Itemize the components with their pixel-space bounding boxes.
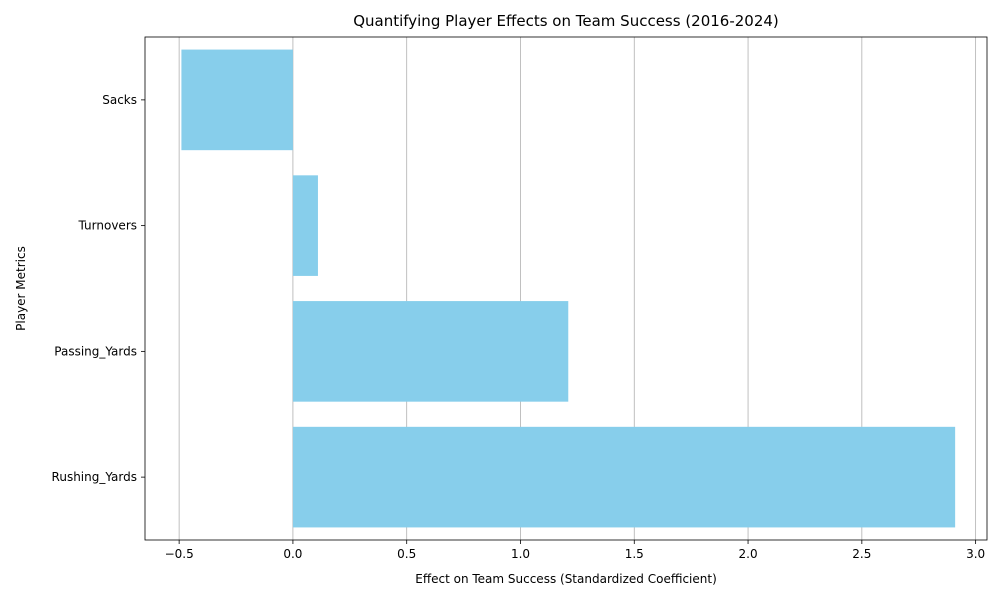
x-axis-label: Effect on Team Success (Standardized Coe… [415,572,717,586]
x-tick-label: 1.5 [625,547,644,561]
bar-sacks [181,49,293,151]
chart-title: Quantifying Player Effects on Team Succe… [353,12,779,30]
y-tick-label: Sacks [102,93,137,107]
x-tick-label: 1.0 [511,547,530,561]
bar-turnovers [292,175,318,276]
y-tick-label: Passing_Yards [54,344,137,358]
y-axis-ticks: Rushing_Yards Passing_Yards Turnovers Sacks [52,93,145,484]
x-tick-label: 2.5 [852,547,871,561]
x-tick-label: 2.0 [739,547,758,561]
x-tick-label: 3.0 [966,547,985,561]
axes-frame [144,36,988,541]
bars [181,49,956,528]
y-tick-label: Turnovers [78,219,137,233]
x-tick-label: 0.5 [397,547,416,561]
bar-rushing-yards [292,426,956,528]
y-tick-label: Rushing_Yards [52,470,137,484]
y-axis-label: Player Metrics [14,246,28,331]
x-tick-label: 0.0 [283,547,302,561]
x-tick-label: −0.5 [165,547,194,561]
x-axis-ticks: −0.5 0.0 0.5 1.0 1.5 2.0 2.5 3.0 [165,540,985,561]
bar-passing-yards [292,301,569,402]
